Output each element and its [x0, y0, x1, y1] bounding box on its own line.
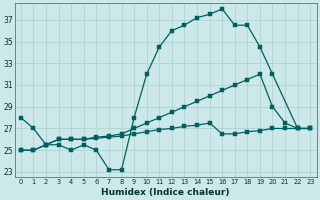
- X-axis label: Humidex (Indice chaleur): Humidex (Indice chaleur): [101, 188, 230, 197]
